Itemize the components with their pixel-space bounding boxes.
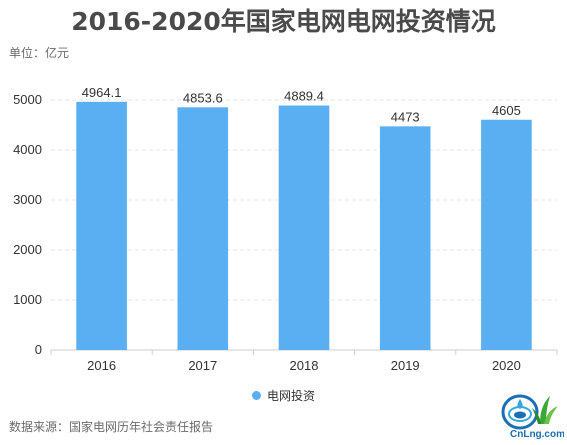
y-tick-label: 4000	[13, 142, 42, 157]
unit-label: 单位：亿元	[9, 46, 70, 60]
y-tick-label: 3000	[13, 192, 42, 207]
logo-text: CnLng.com	[510, 429, 564, 440]
x-tick-label: 2018	[290, 358, 319, 373]
data-label: 4605	[492, 103, 521, 118]
legend-swatch	[251, 391, 261, 400]
y-tick-label: 2000	[13, 242, 42, 257]
data-label: 4964.1	[82, 85, 122, 100]
bar	[177, 107, 229, 350]
y-tick-label: 1000	[13, 292, 42, 307]
y-tick-label: 0	[35, 342, 42, 357]
water-drop-logo-icon: CnLng.com	[501, 394, 564, 440]
y-tick-label: 5000	[13, 92, 42, 107]
data-label: 4889.4	[284, 89, 324, 104]
x-tick-label: 2019	[391, 358, 420, 373]
chart-title: 2016-2020年国家电网电网投资情况	[71, 7, 496, 36]
x-tick-label: 2020	[492, 358, 521, 373]
x-tick-label: 2017	[188, 358, 217, 373]
bar	[481, 119, 532, 350]
source-label: 数据来源：国家电网历年社会责任报告	[9, 420, 214, 434]
data-label: 4853.6	[183, 90, 223, 105]
bar	[76, 101, 127, 350]
legend-label: 电网投资	[266, 389, 315, 403]
bar	[278, 105, 330, 350]
x-tick-label: 2016	[87, 358, 116, 373]
bar	[379, 126, 431, 350]
legend[interactable]: 电网投资	[0, 387, 567, 404]
data-label: 4473	[391, 109, 420, 124]
